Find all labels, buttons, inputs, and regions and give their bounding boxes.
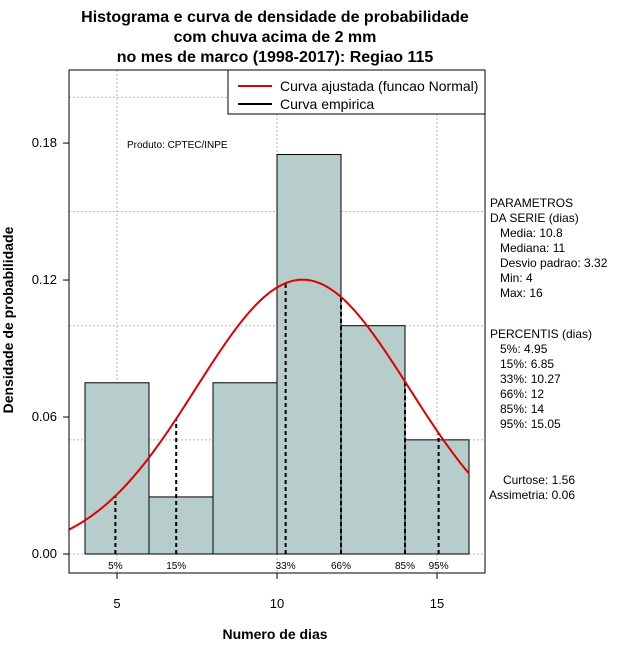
chart-title-line-1: Histograma e curva de densidade de proba… (81, 9, 469, 26)
percentil-line-0: PERCENTIS (dias) (490, 327, 592, 341)
legend-label-normal: Curva ajustada (funcao Normal) (280, 78, 478, 94)
histogram-bar-0 (84, 382, 150, 555)
legend-box (227, 69, 486, 115)
percentile-label-1: 15% (166, 561, 186, 572)
percentil-line-1: 5%: 4.95 (490, 342, 548, 356)
x-tick-label-1: 10 (270, 596, 284, 611)
percentile-label-5: 95% (429, 561, 449, 572)
percentil-line-2: 15%: 6.85 (490, 357, 554, 371)
percentil-line-5: 85%: 14 (490, 402, 544, 416)
y-tick-label-2: 0.12 (32, 272, 57, 287)
y-axis-label: Densidade de probabilidade (0, 226, 16, 413)
percentil-line-4: 66%: 12 (490, 387, 544, 401)
x-axis: 5 10 15 (113, 572, 444, 611)
param-line-3: Mediana: 11 (490, 241, 565, 255)
percentil-line-6: 95%: 15.05 (490, 417, 561, 431)
param-line-6: Max: 16 (490, 286, 543, 300)
legend-label-empirical: Curva empirica (280, 96, 374, 112)
y-axis: 0.00 0.06 0.12 0.18 (32, 135, 70, 561)
product-annotation: Produto: CPTEC/INPE (127, 140, 228, 151)
x-tick-label-2: 15 (430, 596, 444, 611)
param-line-5: Min: 4 (490, 271, 533, 285)
stat-line-1: Assimetria: 0.06 (489, 488, 575, 502)
x-axis-label: Numero de dias (222, 626, 327, 642)
chart-title-line-2: com chuva acima de 2 mm (174, 29, 377, 46)
legend: Curva ajustada (funcao Normal) Curva emp… (227, 69, 486, 115)
param-line-1: DA SERIE (dias) (490, 211, 579, 225)
percentile-label-0: 5% (108, 561, 123, 572)
percentile-lines-layer: 5% 15% 33% 66% 85% 95% (108, 283, 449, 572)
percentile-label-2: 33% (276, 561, 296, 572)
percentiles-panel: PERCENTIS (dias) 5%: 4.95 15%: 6.85 33%:… (490, 327, 592, 431)
y-tick-label-1: 0.06 (32, 409, 57, 424)
normal-curve-line (68, 278, 470, 531)
percentil-line-3: 33%: 10.27 (490, 372, 561, 386)
param-line-2: Media: 10.8 (490, 226, 563, 240)
histogram-bar-1 (148, 496, 214, 555)
y-tick-label-0: 0.00 (32, 546, 57, 561)
stat-line-0: Curtose: 1.56 (503, 473, 575, 487)
param-line-0: PARAMETROS (490, 196, 573, 210)
histogram-bar-4 (340, 325, 406, 555)
param-line-4: Desvio padrao: 3.32 (490, 256, 608, 270)
x-tick-label-0: 5 (113, 596, 120, 611)
percentile-label-3: 66% (331, 561, 351, 572)
chart-title-line-3: no mes de marco (1998-2017): Regiao 115 (117, 49, 434, 66)
histogram-bar-2 (212, 382, 278, 555)
y-tick-label-3: 0.18 (32, 135, 57, 150)
percentile-label-4: 85% (395, 561, 415, 572)
histogram-bar-5 (404, 439, 470, 555)
